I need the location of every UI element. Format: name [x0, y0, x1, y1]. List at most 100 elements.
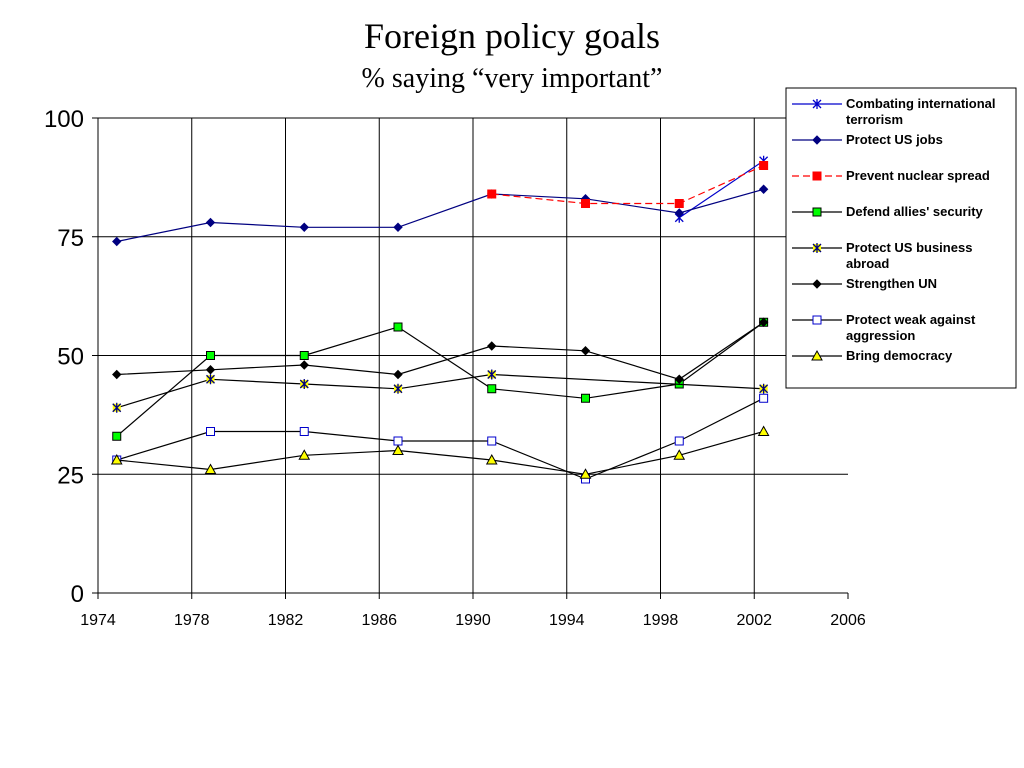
- data-point: [487, 369, 497, 380]
- series-6: [112, 393, 769, 484]
- data-point: [206, 427, 215, 436]
- data-point: [299, 427, 309, 436]
- data-point: [112, 236, 122, 247]
- y-tick-label: 0: [71, 581, 84, 608]
- axes: 1974 1978 1982 1986 1990 1994 1998 2002 2006 0 25 5…: [44, 106, 866, 629]
- series-line: [116, 321, 764, 380]
- legend-marker: [812, 99, 822, 109]
- series-line: [116, 430, 764, 475]
- chart-subtitle: % saying “very important”: [361, 63, 663, 94]
- data-point: [759, 161, 769, 170]
- series-line: [116, 397, 764, 480]
- data-point: [579, 468, 592, 479]
- data-point: [487, 436, 497, 446]
- series-line: [678, 160, 764, 219]
- data-point: [487, 189, 497, 199]
- legend-label: Combating international: [846, 96, 996, 111]
- data-point: [205, 217, 216, 228]
- data-point: [205, 365, 216, 375]
- series-4: [112, 369, 769, 413]
- legend-label: Protect US business: [846, 240, 972, 255]
- series-7: [110, 425, 770, 479]
- legend-label: terrorism: [846, 112, 903, 127]
- legend-marker: [812, 279, 822, 289]
- data-point: [393, 436, 403, 446]
- marker-star: [487, 369, 497, 380]
- legend-label: Protect weak against: [846, 312, 976, 327]
- marker-star: [112, 402, 122, 413]
- data-point: [487, 384, 497, 394]
- legend-marker: [812, 243, 822, 253]
- legend-box: [785, 87, 1017, 389]
- data-point: [674, 199, 684, 208]
- y-tick-label: 100: [44, 106, 84, 133]
- x-tick-label: 1974: [80, 612, 116, 629]
- data-point: [393, 222, 403, 232]
- series-line: [116, 188, 764, 243]
- data-point: [674, 208, 684, 218]
- data-point: [298, 449, 311, 460]
- legend-item: Protect US jobs: [792, 132, 943, 147]
- legend-marker: [812, 171, 822, 181]
- data-point: [759, 383, 769, 394]
- series-2: [487, 161, 769, 208]
- grid: [98, 117, 848, 593]
- y-tick-label: 75: [57, 225, 84, 252]
- y-tick-label: 25: [57, 462, 84, 489]
- data-point: [206, 374, 215, 385]
- legend-label: Defend allies' security: [846, 204, 984, 219]
- data-point: [758, 184, 769, 194]
- legend-item: Bring democracy: [792, 348, 953, 363]
- data-point: [757, 425, 770, 436]
- data-point: [393, 322, 403, 332]
- legend-label: abroad: [846, 256, 889, 271]
- data-point: [206, 351, 215, 360]
- series-1: [112, 184, 769, 247]
- data-point: [393, 369, 403, 380]
- legend-label: aggression: [846, 328, 915, 343]
- data-point: [758, 317, 769, 327]
- data-point: [112, 369, 122, 380]
- y-tick-label: 50: [57, 344, 84, 371]
- marker-star: [299, 379, 309, 389]
- series-5: [112, 317, 769, 384]
- marker-star: [759, 383, 769, 394]
- data-point: [204, 463, 217, 474]
- data-point: [392, 444, 404, 455]
- data-point: [299, 379, 309, 389]
- data-point: [674, 374, 684, 384]
- legend-marker: [812, 315, 822, 325]
- x-tick-label: 2002: [736, 612, 772, 629]
- data-point: [485, 453, 498, 465]
- data-point: [110, 453, 123, 465]
- data-point: [299, 222, 309, 232]
- data-point: [487, 341, 497, 351]
- marker-star: [206, 374, 215, 385]
- series-line: [116, 321, 764, 437]
- x-tick-label: 1998: [643, 612, 679, 629]
- data-point: [581, 199, 590, 208]
- data-point: [299, 360, 309, 370]
- data-point: [393, 383, 403, 394]
- legend-label: Prevent nuclear spread: [846, 168, 990, 183]
- series-lines: [110, 155, 770, 484]
- data-point: [299, 351, 309, 360]
- data-point: [673, 449, 686, 460]
- data-point: [759, 393, 769, 403]
- legend-label: Strengthen UN: [846, 276, 937, 291]
- legend-item: Prevent nuclear spread: [792, 168, 990, 183]
- legend-marker: [811, 349, 823, 361]
- data-point: [580, 346, 591, 356]
- data-point: [581, 393, 590, 403]
- marker-star: [393, 383, 403, 394]
- legend-item: Strengthen UN: [792, 276, 937, 291]
- x-tick-label: 1994: [549, 612, 585, 629]
- legend-marker: [812, 207, 822, 217]
- data-point: [674, 436, 684, 446]
- x-tick-label: 2006: [830, 612, 866, 629]
- x-tick-label: 1982: [268, 612, 304, 629]
